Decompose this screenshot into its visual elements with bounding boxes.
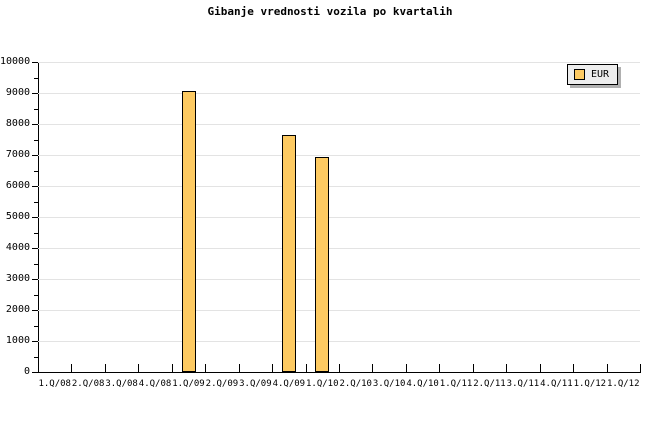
chart-title: Gibanje vrednosti vozila po kvartalih — [207, 5, 453, 18]
bar[interactable] — [315, 156, 330, 372]
y-axis-minor-tick — [34, 232, 38, 234]
gridline — [38, 341, 640, 342]
y-axis-label: 4000 — [5, 242, 30, 253]
y-axis-minor-tick — [34, 356, 38, 358]
y-axis-minor-tick — [34, 170, 38, 172]
y-axis-tick — [32, 248, 38, 249]
y-axis-tick — [32, 217, 38, 218]
x-axis-label: 4.Q/09 — [272, 379, 306, 389]
x-axis-label: 3.Q/08 — [105, 379, 138, 389]
y-axis-minor-tick — [34, 325, 38, 327]
x-axis-tick — [172, 364, 173, 373]
x-axis-tick — [540, 364, 541, 373]
x-axis-label: 3.Q/09 — [239, 379, 272, 389]
y-axis-tick — [32, 310, 38, 311]
chart-legend[interactable]: EUR — [567, 64, 619, 85]
x-axis-tick — [272, 364, 273, 373]
y-axis-minor-tick — [34, 108, 38, 110]
x-axis-tick — [138, 364, 139, 373]
y-axis-tick — [32, 186, 38, 187]
y-axis-minor-tick — [34, 201, 38, 203]
y-axis-label: 9000 — [5, 87, 30, 98]
x-axis-label: 1.Q/09 — [172, 379, 205, 389]
x-axis-tick — [339, 364, 340, 373]
y-axis-tick — [32, 62, 38, 63]
gridline — [38, 217, 640, 218]
bar[interactable] — [181, 91, 196, 372]
x-axis-label: 1.Q/10 — [306, 379, 339, 389]
gridline — [38, 186, 640, 187]
y-axis-label: 7000 — [5, 149, 30, 160]
y-axis-minor-tick — [34, 77, 38, 79]
x-axis-label: 4.Q/10 — [406, 379, 439, 389]
gridline — [38, 124, 640, 125]
x-axis-tick — [239, 364, 240, 373]
y-axis-minor-tick — [34, 294, 38, 296]
y-axis-tick — [32, 93, 38, 94]
gridline — [38, 93, 640, 94]
x-axis-tick — [640, 364, 641, 373]
x-axis-tick — [573, 364, 574, 373]
x-axis-tick — [306, 364, 307, 373]
x-axis-label: 4.Q/11 — [540, 379, 573, 389]
x-axis-tick — [372, 364, 373, 373]
x-axis-tick — [406, 364, 407, 373]
x-axis-tick — [473, 364, 474, 373]
gridline — [38, 279, 640, 280]
gridline — [38, 155, 640, 156]
gridline — [38, 62, 640, 63]
y-axis-tick — [32, 155, 38, 156]
bar[interactable] — [281, 134, 296, 372]
x-axis-label: 3.Q/11 — [506, 379, 540, 389]
y-axis-label: 0 — [23, 366, 30, 377]
x-axis-label: 4.Q/08 — [138, 379, 172, 389]
x-axis-tick — [38, 364, 39, 373]
y-axis-label: 2000 — [5, 304, 30, 315]
x-axis-tick — [506, 364, 507, 373]
x-axis-tick — [205, 364, 206, 373]
x-axis-tick — [439, 364, 440, 373]
gridline — [38, 310, 640, 311]
legend-label-eur: EUR — [591, 69, 610, 80]
plot-area — [38, 62, 640, 372]
y-axis-label: 10000 — [0, 56, 31, 67]
y-axis-label: 3000 — [5, 273, 30, 284]
x-axis-label: 2.Q/08 — [71, 379, 105, 389]
y-axis-label: 8000 — [5, 118, 30, 129]
y-axis-label: 1000 — [5, 335, 30, 346]
y-axis-tick — [32, 279, 38, 280]
gridline — [38, 248, 640, 249]
y-axis-label: 5000 — [5, 211, 30, 222]
legend-swatch-eur — [574, 69, 585, 80]
y-axis-tick — [32, 372, 38, 373]
x-axis-label: 1.Q/12 — [607, 379, 640, 389]
x-axis-label: 1.Q/12 — [573, 379, 607, 389]
x-axis-tick — [71, 364, 72, 373]
y-axis-minor-tick — [34, 139, 38, 141]
y-axis-tick — [32, 124, 38, 125]
x-axis-label: 2.Q/11 — [473, 379, 506, 389]
x-axis-tick — [105, 364, 106, 373]
x-axis-label: 3.Q/10 — [372, 379, 406, 389]
x-axis-tick — [607, 364, 608, 373]
x-axis-label: 2.Q/09 — [205, 379, 239, 389]
x-axis-label: 2.Q/10 — [339, 379, 372, 389]
x-axis-label: 1.Q/11 — [439, 379, 473, 389]
y-axis-tick — [32, 341, 38, 342]
y-axis-label: 6000 — [5, 180, 30, 191]
x-axis-label: 1.Q/08 — [38, 379, 71, 389]
y-axis-minor-tick — [34, 263, 38, 265]
